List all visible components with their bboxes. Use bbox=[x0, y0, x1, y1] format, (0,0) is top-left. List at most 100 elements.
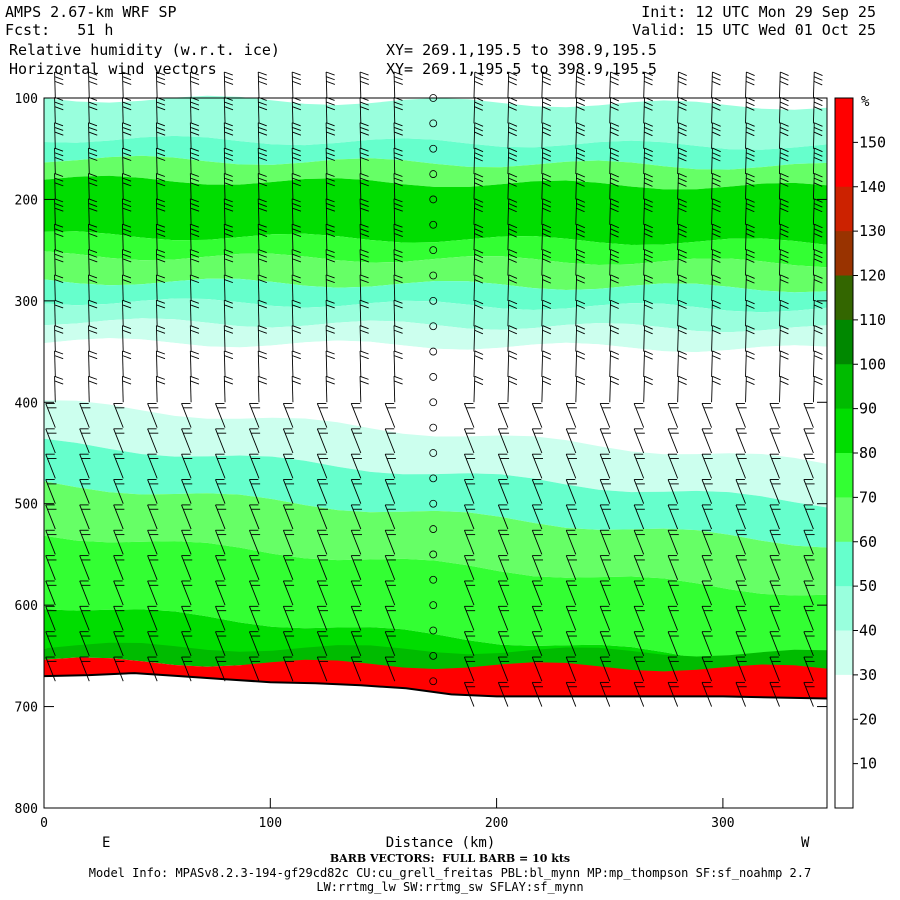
barb-staff bbox=[633, 530, 645, 555]
barb-flag bbox=[190, 147, 199, 152]
barb-flag bbox=[576, 380, 585, 385]
barb-flag bbox=[474, 258, 483, 263]
wind-barb bbox=[541, 249, 552, 276]
barb-flag bbox=[508, 304, 518, 309]
wind-barb bbox=[393, 173, 403, 200]
barb-flag bbox=[474, 157, 483, 162]
barb-flag bbox=[88, 106, 98, 111]
barb-flag bbox=[576, 182, 585, 187]
wind-barb bbox=[643, 147, 653, 175]
barb-staff bbox=[643, 224, 645, 251]
wind-barb bbox=[393, 249, 403, 276]
barb-staff bbox=[643, 71, 645, 99]
barb-staff bbox=[282, 403, 294, 428]
barb-flag bbox=[610, 304, 619, 309]
barb-staff bbox=[531, 580, 543, 606]
barb-flag bbox=[360, 131, 369, 136]
wind-barb bbox=[575, 299, 586, 327]
wind-barb bbox=[779, 71, 789, 99]
barb-flag bbox=[394, 182, 403, 187]
barb-flag bbox=[644, 147, 653, 153]
barb-flag bbox=[393, 299, 403, 304]
calm-circle bbox=[429, 525, 438, 533]
barb-staff bbox=[54, 300, 56, 327]
wind-barb bbox=[701, 479, 713, 504]
wind-barb bbox=[350, 580, 362, 606]
barb-flag bbox=[644, 173, 653, 178]
barb-staff bbox=[677, 71, 679, 99]
barb-staff bbox=[325, 122, 328, 149]
wind-barb bbox=[531, 479, 544, 504]
barb-staff bbox=[359, 274, 362, 301]
barb-staff bbox=[769, 403, 780, 428]
barb-flag bbox=[190, 355, 200, 360]
wind-barb bbox=[393, 147, 403, 175]
barb-flag bbox=[190, 329, 200, 334]
barb-flag bbox=[394, 228, 403, 233]
barb-flag bbox=[576, 177, 585, 183]
barb-staff bbox=[701, 682, 713, 707]
barb-staff bbox=[735, 555, 746, 580]
wind-barb bbox=[223, 274, 234, 301]
barb-flag bbox=[224, 80, 234, 85]
barb-flag bbox=[156, 380, 166, 385]
barb-flag bbox=[54, 147, 64, 152]
barb-flag bbox=[813, 157, 823, 162]
wind-barb bbox=[541, 96, 552, 124]
barb-flag bbox=[224, 173, 233, 177]
barb-flag bbox=[813, 126, 823, 132]
barb-staff bbox=[147, 656, 158, 682]
barb-flag bbox=[292, 147, 301, 152]
barb-flag bbox=[54, 207, 64, 212]
barb-staff bbox=[291, 325, 294, 352]
barb-flag bbox=[54, 258, 64, 263]
wind-barb bbox=[122, 350, 132, 377]
barb-flag bbox=[678, 198, 687, 203]
barb-flag bbox=[326, 177, 335, 182]
wind-barb bbox=[803, 631, 815, 657]
wind-barb bbox=[54, 223, 64, 251]
wind-barb bbox=[79, 656, 91, 682]
barb-flag bbox=[610, 274, 620, 279]
barb-flag bbox=[474, 76, 484, 81]
barb-flag bbox=[224, 126, 234, 131]
wind-barb bbox=[147, 479, 159, 504]
barb-flag bbox=[474, 325, 484, 330]
barb-flag bbox=[813, 177, 823, 183]
barb-flag bbox=[644, 207, 653, 213]
wind-barb bbox=[325, 173, 336, 200]
barb-flag bbox=[712, 249, 721, 254]
barb-staff bbox=[769, 530, 780, 555]
barb-staff bbox=[507, 274, 510, 301]
wind-barb bbox=[215, 479, 227, 504]
barb-staff bbox=[609, 198, 612, 225]
barb-flag bbox=[54, 329, 64, 334]
barb-staff bbox=[575, 148, 578, 175]
barb-staff bbox=[223, 249, 226, 276]
barb-staff bbox=[181, 555, 192, 580]
barb-flag bbox=[746, 355, 755, 360]
wind-barb bbox=[599, 681, 611, 707]
barb-flag bbox=[326, 228, 335, 233]
barb-flag bbox=[542, 355, 551, 360]
barb-staff bbox=[282, 530, 294, 555]
barb-staff bbox=[531, 555, 543, 580]
barb-staff bbox=[463, 555, 475, 580]
barb-staff bbox=[701, 479, 713, 504]
barb-staff bbox=[45, 428, 56, 454]
model-title: AMPS 2.67-km WRF SP bbox=[5, 3, 177, 21]
barb-flag bbox=[576, 350, 586, 355]
barb-flag bbox=[610, 157, 619, 162]
barb-staff bbox=[54, 274, 56, 301]
barb-staff bbox=[803, 454, 814, 479]
wind-barb bbox=[473, 223, 484, 251]
barb-staff bbox=[769, 428, 780, 454]
wind-barb bbox=[609, 223, 620, 251]
wind-barb bbox=[711, 350, 721, 377]
barb-flag bbox=[779, 203, 789, 208]
barb-staff bbox=[779, 325, 781, 352]
barb-flag bbox=[326, 329, 335, 334]
barb-flag bbox=[746, 173, 755, 178]
barb-staff bbox=[643, 198, 645, 225]
wind-barb bbox=[350, 631, 362, 657]
